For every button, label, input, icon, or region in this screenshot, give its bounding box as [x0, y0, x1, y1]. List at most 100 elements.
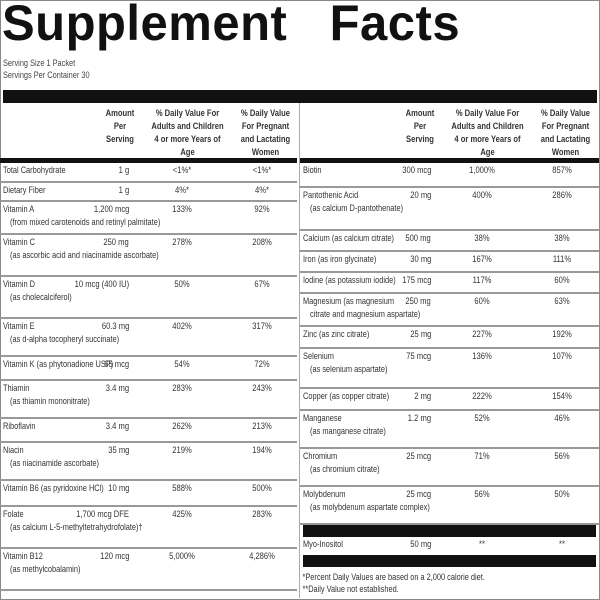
- dv-adults: 227%: [472, 329, 492, 340]
- dv-adults: 52%: [474, 413, 490, 424]
- dv-adults: 278%: [172, 237, 192, 248]
- column-headers: Amount Per Serving % Daily Value For Adu…: [300, 103, 599, 163]
- dv-adults: 136%: [472, 351, 492, 362]
- table-row: Calcium (as calcium citrate) 500 mg 38% 38%: [300, 231, 599, 252]
- amount: 25 mcg: [406, 451, 431, 462]
- nutrient-name: Vitamin K (as phytonadione USP): [3, 359, 114, 370]
- table-row: Zinc (as zinc citrate) 25 mg 227% 192%: [300, 327, 599, 349]
- dv-pregnant: 60%: [554, 275, 570, 286]
- nutrient-name: Calcium (as calcium citrate): [303, 233, 395, 244]
- dv-pregnant: 72%: [254, 359, 270, 370]
- amount: 60.3 mg: [101, 321, 129, 332]
- left-column: Amount Per Serving % Daily Value For Adu…: [0, 103, 297, 598]
- divider-bar: [303, 555, 596, 567]
- amount: 1,200 mcg: [93, 204, 130, 215]
- dv-adults: 219%: [172, 445, 192, 456]
- table-row: Selenium (as selenium aspartate) 75 mcg 136…: [300, 349, 599, 389]
- dv-adults: 4%*: [175, 185, 189, 196]
- table-row: Manganese (as manganese citrate) 1.2 mg 52%…: [300, 411, 599, 449]
- amount: 1 g: [118, 185, 129, 196]
- table-row: Copper (as copper citrate) 2 mg 222% 154%: [300, 389, 599, 411]
- nutrient-name: Vitamin C: [3, 237, 35, 248]
- dv-adults: 56%: [474, 489, 490, 500]
- nutrient-name: Biotin: [303, 165, 322, 176]
- table-row: Biotin 300 mcg 1,000% 857%: [300, 163, 599, 188]
- header-dv-adults: % Daily Value For Adults and Children 4 …: [151, 108, 224, 158]
- amount: 35 mg: [107, 445, 129, 456]
- dv-pregnant: 38%: [554, 233, 570, 244]
- dv-pregnant: 92%: [254, 204, 270, 215]
- header-bar: [3, 90, 597, 103]
- table-row: Molybdenum (as molybdenum aspartate compl…: [300, 487, 599, 525]
- dv-adults: 402%: [172, 321, 192, 332]
- amount: 50 mg: [409, 539, 431, 550]
- nutrient-source: (from mixed carotenoids and retinyl palm…: [10, 217, 161, 228]
- nutrient-source: (as thiamin mononitrate): [10, 396, 90, 407]
- dv-adults: 283%: [172, 383, 192, 394]
- amount: 10 mg: [107, 483, 129, 494]
- nutrient-name: Vitamin B6 (as pyridoxine HCl): [3, 483, 104, 494]
- table-row: Iron (as iron glycinate) 30 mg 167% 111%: [300, 252, 599, 273]
- amount: 250 mg: [405, 296, 431, 307]
- nutrient-source: citrate and magnesium aspartate): [310, 309, 421, 320]
- dv-adults: 262%: [172, 421, 192, 432]
- table-row: Riboflavin 3.4 mg 262% 213%: [0, 419, 297, 443]
- nutrient-name: Copper (as copper citrate): [303, 391, 390, 402]
- nutrient-name: Zinc (as zinc citrate): [303, 329, 370, 340]
- dv-adults: 71%: [474, 451, 490, 462]
- servings-per-container: Servings Per Container 30: [3, 70, 90, 80]
- table-row: Vitamin B12 (as methylcobalamin) 120 mcg 5,…: [0, 549, 297, 591]
- nutrient-source: (as niacinamide ascorbate): [10, 458, 99, 469]
- dv-pregnant: <1%*: [252, 165, 272, 176]
- nutrient-name: Iron (as iron glycinate): [303, 254, 377, 265]
- nutrient-source: (as methylcobalamin): [10, 564, 81, 575]
- dv-pregnant: 857%: [552, 165, 572, 176]
- amount: 25 mg: [409, 329, 431, 340]
- dv-pregnant: 56%: [554, 451, 570, 462]
- nutrient-name: Niacin: [3, 445, 24, 456]
- dv-pregnant: 194%: [252, 445, 272, 456]
- dv-pregnant: 286%: [552, 190, 572, 201]
- dv-adults: 588%: [172, 483, 192, 494]
- nutrient-name: Thiamin: [3, 383, 30, 394]
- header-dv-adults: % Daily Value For Adults and Children 4 …: [451, 108, 524, 158]
- table-row: Vitamin K (as phytonadione USP) 65 mcg 54%…: [0, 357, 297, 381]
- amount: 20 mg: [409, 190, 431, 201]
- amount: 3.4 mg: [105, 383, 129, 394]
- table-row: Total Carbohydrate 1 g <1%* <1%*: [0, 163, 297, 183]
- table-row: Vitamin B6 (as pyridoxine HCl) 10 mg 588% 5…: [0, 481, 297, 507]
- dv-pregnant: 500%: [252, 483, 272, 494]
- amount: 1.2 mg: [407, 413, 431, 424]
- divider-bar: [303, 525, 596, 537]
- nutrient-name: Magnesium (as magnesium: [303, 296, 395, 307]
- dv-adults: 38%: [474, 233, 490, 244]
- table-row: Myo-Inositol 50 mg ** **: [300, 537, 599, 555]
- dv-adults: 167%: [472, 254, 492, 265]
- table-row: Thiamin (as thiamin mononitrate) 3.4 mg 283…: [0, 381, 297, 419]
- serving-size: Serving Size 1 Packet: [3, 58, 76, 68]
- dv-pregnant: 50%: [554, 489, 570, 500]
- nutrient-source: (as chromium citrate): [310, 464, 380, 475]
- table-row: Folate (as calcium L-5-methyltetrahydrofo…: [0, 507, 297, 549]
- amount: 120 mcg: [99, 551, 129, 562]
- dv-adults: <1%*: [172, 165, 192, 176]
- amount: 250 mg: [103, 237, 129, 248]
- dv-adults: 222%: [472, 391, 492, 402]
- table-row: Vitamin D (as cholecalciferol) 10 mcg (400…: [0, 277, 297, 319]
- nutrient-name: Vitamin E: [3, 321, 35, 332]
- table-row: Iodine (as potassium iodide) 175 mcg 117% 6…: [300, 273, 599, 294]
- dv-pregnant: 67%: [254, 279, 270, 290]
- panel-title: Supplement Facts: [2, 0, 461, 51]
- table-row: Vitamin C (as ascorbic acid and niacinami…: [0, 235, 297, 277]
- amount: 1,700 mcg DFE: [76, 509, 129, 520]
- dv-pregnant: 192%: [552, 329, 572, 340]
- footnote: **Daily Value not established.: [302, 584, 399, 594]
- dv-adults: 1,000%: [469, 165, 495, 176]
- nutrient-name: Molybdenum: [303, 489, 346, 500]
- amount: 2 mg: [414, 391, 431, 402]
- nutrient-source: (as calcium L-5-methyltetrahydrofolate)†: [10, 522, 143, 533]
- nutrient-source: (as manganese citrate): [310, 426, 386, 437]
- nutrient-source: (as calcium D-pantothenate): [310, 203, 404, 214]
- right-column: Amount Per Serving % Daily Value For Adu…: [299, 103, 599, 598]
- table-row: Vitamin E (as d-alpha tocopheryl succinat…: [0, 319, 297, 357]
